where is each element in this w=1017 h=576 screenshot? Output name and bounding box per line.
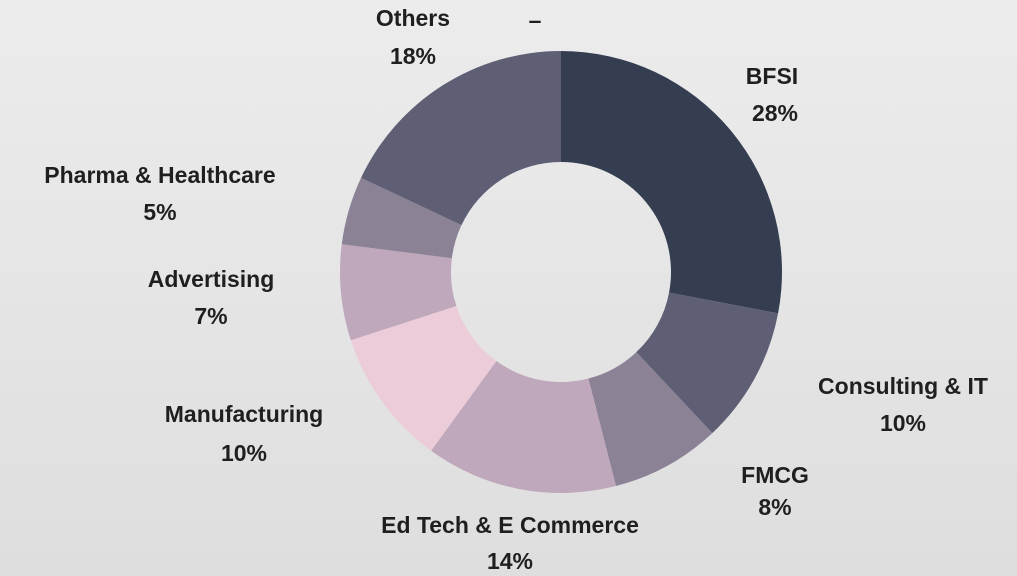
slice-label: Others [376, 5, 450, 31]
annotation: – [529, 7, 542, 33]
slice-value-label: 14% [487, 548, 533, 574]
donut-slice [341, 177, 462, 259]
donut-slice [588, 352, 713, 487]
slice-label: Pharma & Healthcare [44, 162, 275, 188]
slice-label: Consulting & IT [818, 373, 988, 399]
slice-value-label: 10% [880, 410, 926, 436]
slice-label: Ed Tech & E Commerce [381, 512, 639, 538]
donut-slice [636, 292, 779, 434]
slice-value-label: 8% [758, 494, 791, 520]
slice-value-label: 28% [752, 100, 798, 126]
slice-label: FMCG [741, 462, 809, 488]
donut-slice [361, 51, 561, 226]
slice-label: Advertising [148, 266, 275, 292]
slice-value-label: 18% [390, 43, 436, 69]
donut-slice [350, 305, 497, 451]
slice-label: Manufacturing [165, 401, 323, 427]
slice-value-label: 10% [221, 440, 267, 466]
donut-slice [561, 51, 783, 314]
slice-value-label: 7% [194, 303, 227, 329]
donut-slice [431, 360, 616, 493]
donut-slice [340, 244, 457, 341]
slice-label: BFSI [746, 63, 798, 89]
slice-value-label: 5% [143, 199, 176, 225]
